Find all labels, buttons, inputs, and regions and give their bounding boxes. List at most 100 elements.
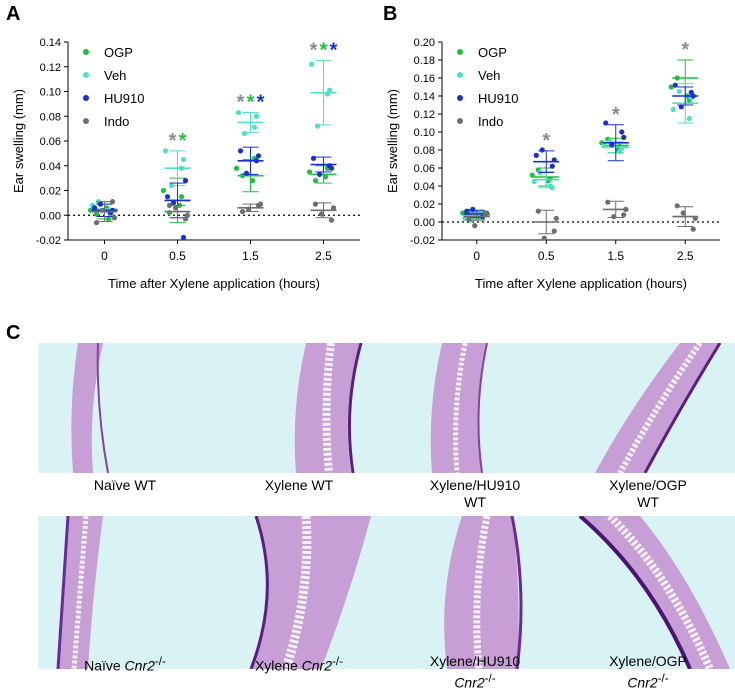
data-point bbox=[326, 87, 333, 93]
micrograph-xylene-ogp-wt bbox=[560, 343, 735, 473]
legend-label: OGP bbox=[478, 45, 507, 60]
data-point bbox=[172, 205, 179, 211]
significance-star: * bbox=[257, 92, 265, 114]
legend-marker bbox=[457, 95, 463, 101]
y-tick-label: 0.18 bbox=[414, 55, 435, 67]
legend-label: Veh bbox=[478, 68, 500, 83]
y-tick-label: -0.02 bbox=[36, 235, 61, 247]
data-point bbox=[312, 201, 319, 207]
x-tick-label: 0 bbox=[473, 249, 480, 263]
data-point bbox=[160, 187, 167, 194]
data-point bbox=[472, 223, 478, 229]
data-point bbox=[111, 215, 118, 221]
significance-star: * bbox=[542, 130, 550, 152]
data-point bbox=[670, 106, 676, 113]
x-tick-label: 0.5 bbox=[538, 249, 555, 263]
data-point bbox=[603, 120, 609, 126]
data-point bbox=[621, 134, 627, 140]
data-point bbox=[619, 145, 625, 151]
data-point bbox=[328, 217, 335, 223]
data-point bbox=[310, 155, 317, 161]
legend-marker bbox=[83, 118, 89, 124]
legend-marker bbox=[457, 118, 463, 124]
data-point bbox=[184, 212, 191, 218]
legend-marker bbox=[83, 95, 89, 101]
data-point bbox=[170, 200, 177, 206]
panel-label-a: A bbox=[6, 3, 21, 25]
data-point bbox=[674, 203, 680, 209]
y-axis-label: Ear swelling (mm) bbox=[385, 89, 400, 193]
data-point bbox=[533, 152, 539, 158]
y-tick-label: 0.12 bbox=[414, 109, 435, 121]
data-point bbox=[257, 201, 264, 207]
legend-label: HU910 bbox=[478, 91, 518, 106]
significance-star: * bbox=[247, 92, 255, 114]
legend-marker bbox=[83, 49, 89, 55]
data-point bbox=[672, 82, 678, 88]
y-tick-label: 0.06 bbox=[40, 136, 61, 148]
data-point bbox=[182, 178, 189, 184]
y-tick-label: 0.00 bbox=[40, 210, 61, 222]
data-point bbox=[243, 170, 250, 176]
y-tick-label: 0.04 bbox=[414, 181, 435, 193]
legend-label: Indo bbox=[478, 114, 503, 129]
data-point bbox=[93, 220, 100, 226]
data-point bbox=[621, 212, 627, 218]
data-point bbox=[241, 130, 248, 137]
data-point bbox=[541, 235, 547, 241]
x-axis-label: Time after Xylene application (hours) bbox=[108, 276, 320, 291]
data-point bbox=[690, 226, 696, 232]
data-point bbox=[164, 194, 171, 200]
legend-label: OGP bbox=[104, 45, 133, 60]
legend-label: Indo bbox=[104, 114, 129, 129]
data-point bbox=[470, 206, 476, 212]
y-tick-label: 0.10 bbox=[414, 127, 435, 139]
legend-label: HU910 bbox=[104, 91, 144, 106]
data-point bbox=[316, 171, 323, 178]
data-point bbox=[255, 153, 262, 159]
significance-star: * bbox=[681, 39, 689, 61]
significance-star: * bbox=[179, 130, 187, 152]
y-tick-label: 0.20 bbox=[414, 37, 435, 49]
caption-xylene-wt: Xylene WT bbox=[264, 477, 334, 493]
data-point bbox=[237, 148, 244, 154]
x-tick-label: 0 bbox=[101, 249, 108, 263]
x-tick-label: 0.5 bbox=[169, 249, 186, 263]
significance-star: * bbox=[310, 40, 318, 62]
y-tick-label: 0.02 bbox=[414, 199, 435, 211]
legend-marker bbox=[457, 49, 463, 55]
x-tick-label: 2.5 bbox=[315, 249, 332, 263]
caption-xylene-hu910-cnr2: Xylene/HU910 Cnr2-/- bbox=[429, 653, 521, 691]
caption-xylene-hu910-wt: Xylene/HU910 WT bbox=[429, 477, 521, 510]
data-point bbox=[668, 84, 674, 90]
data-point bbox=[235, 109, 242, 116]
data-point bbox=[91, 205, 98, 211]
y-tick-label: 0.14 bbox=[40, 37, 61, 49]
x-tick-label: 2.5 bbox=[677, 249, 694, 263]
data-point bbox=[322, 174, 329, 180]
significance-star: * bbox=[169, 130, 177, 152]
significance-star: * bbox=[612, 104, 620, 126]
x-tick-label: 1.5 bbox=[242, 249, 259, 263]
significance-star: * bbox=[330, 40, 338, 62]
legend-marker bbox=[457, 72, 463, 78]
caption-naive-wt: Naïve WT bbox=[93, 477, 157, 493]
panel-label-b: B bbox=[383, 3, 398, 25]
caption-naive-cnr2: Naïve Cnr2-/- bbox=[84, 655, 166, 674]
y-tick-label: 0.00 bbox=[414, 217, 435, 229]
data-point bbox=[180, 234, 187, 241]
y-tick-label: 0.06 bbox=[414, 163, 435, 175]
data-point bbox=[251, 124, 258, 130]
data-point bbox=[249, 178, 256, 184]
data-point bbox=[233, 165, 240, 171]
panel-label-c: C bbox=[6, 322, 21, 344]
y-tick-label: 0.14 bbox=[414, 91, 435, 103]
data-point bbox=[162, 148, 169, 154]
data-point bbox=[93, 211, 100, 217]
data-point bbox=[318, 211, 325, 217]
data-point bbox=[308, 61, 315, 67]
chart-b: -0.02 0.00 0.02 0.04 0.06 0.08 0.10 0.12 0.14 0.1… bbox=[385, 37, 720, 291]
data-point bbox=[680, 210, 686, 216]
data-point bbox=[484, 210, 490, 216]
y-tick-label: 0.08 bbox=[414, 145, 435, 157]
